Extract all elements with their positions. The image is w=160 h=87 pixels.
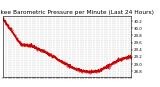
- Title: Milwaukee Barometric Pressure per Minute (Last 24 Hours): Milwaukee Barometric Pressure per Minute…: [0, 10, 154, 15]
